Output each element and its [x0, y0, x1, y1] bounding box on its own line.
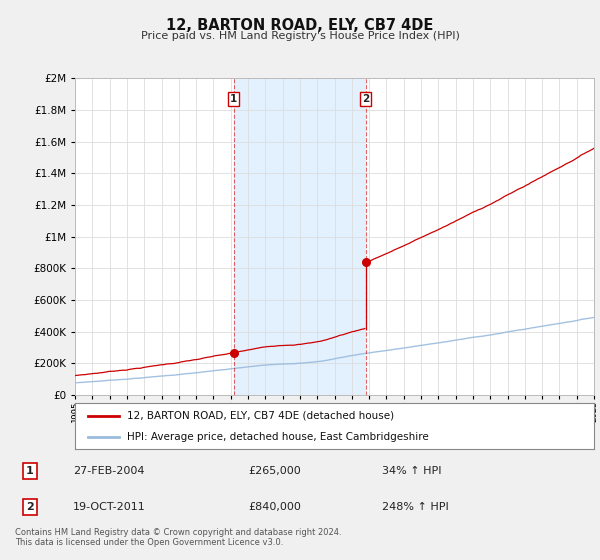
Text: £840,000: £840,000 [248, 502, 301, 512]
Text: 19-OCT-2011: 19-OCT-2011 [73, 502, 146, 512]
Text: Price paid vs. HM Land Registry's House Price Index (HPI): Price paid vs. HM Land Registry's House … [140, 31, 460, 41]
Text: 12, BARTON ROAD, ELY, CB7 4DE: 12, BARTON ROAD, ELY, CB7 4DE [166, 18, 434, 33]
Text: 248% ↑ HPI: 248% ↑ HPI [382, 502, 448, 512]
Text: 2: 2 [362, 94, 369, 104]
Text: 1: 1 [230, 94, 237, 104]
Text: 12, BARTON ROAD, ELY, CB7 4DE (detached house): 12, BARTON ROAD, ELY, CB7 4DE (detached … [127, 410, 394, 421]
Text: 27-FEB-2004: 27-FEB-2004 [73, 466, 145, 476]
Text: Contains HM Land Registry data © Crown copyright and database right 2024.
This d: Contains HM Land Registry data © Crown c… [15, 528, 341, 547]
Text: £265,000: £265,000 [248, 466, 301, 476]
Text: HPI: Average price, detached house, East Cambridgeshire: HPI: Average price, detached house, East… [127, 432, 428, 442]
Text: 34% ↑ HPI: 34% ↑ HPI [382, 466, 441, 476]
Text: 1: 1 [26, 466, 34, 476]
Bar [233, 78, 365, 395]
Text: 2: 2 [26, 502, 34, 512]
